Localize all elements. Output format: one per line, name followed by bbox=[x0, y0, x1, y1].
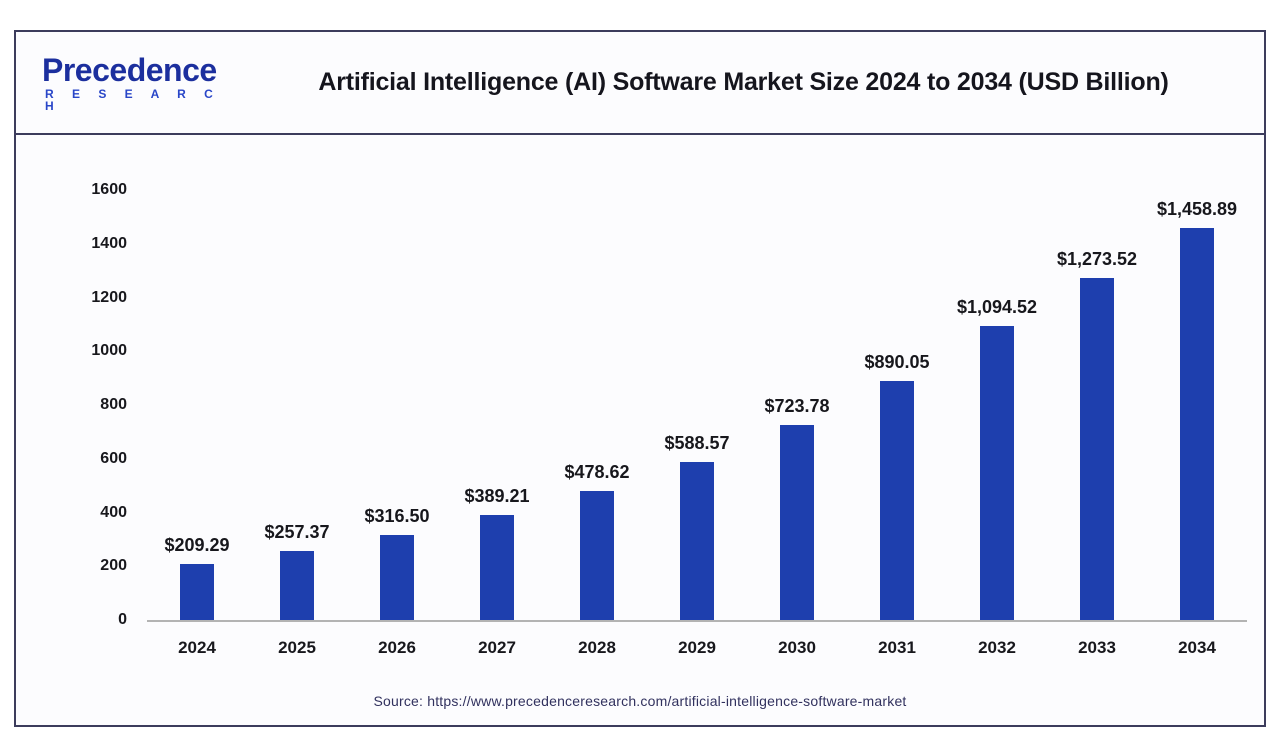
y-tick-600: 600 bbox=[100, 449, 127, 467]
x-axis: 2024 2025 2026 2027 2028 2029 2030 2031 2032 2033… bbox=[147, 638, 1247, 658]
plot-area: $209.29 $257.37 $316.50 $389.21 $478.62 $588.… bbox=[147, 190, 1247, 622]
x-tick-2024: 2024 bbox=[178, 638, 216, 657]
bar-2033 bbox=[1080, 277, 1114, 620]
bar-group-2025: $257.37 bbox=[247, 190, 347, 620]
logo-research-text: R E S E A R C H bbox=[45, 86, 221, 113]
y-tick-800: 800 bbox=[100, 396, 127, 413]
chart-title: Artificial Intelligence (AI) Software Ma… bbox=[318, 68, 1169, 96]
bar-value-label-2033: $1,273.52 bbox=[1056, 248, 1138, 269]
y-tick-1200: 1200 bbox=[91, 288, 127, 306]
x-tick-2034: 2034 bbox=[1178, 638, 1216, 657]
source-text: Source: https://www.precedenceresearch.c… bbox=[373, 693, 907, 709]
x-tick-2027: 2027 bbox=[478, 638, 516, 657]
bar-group-2024: $209.29 bbox=[147, 190, 247, 620]
chart-header: Precedence R E S E A R C H Artificial In… bbox=[16, 32, 1264, 135]
bar-2024 bbox=[180, 563, 214, 620]
bar-group-2027: $389.21 bbox=[447, 190, 547, 620]
bar-2030 bbox=[780, 425, 814, 620]
bar-group-2026: $316.50 bbox=[347, 190, 447, 620]
y-tick-400: 400 bbox=[100, 503, 127, 521]
bar-2027 bbox=[480, 515, 514, 620]
x-tick-2029: 2029 bbox=[678, 638, 716, 657]
chart-area: 0 200 400 600 800 1000 1200 1400 1600 $209.29 $25… bbox=[16, 135, 1264, 727]
bar-value-label-2034: $1,458.89 bbox=[1156, 198, 1238, 219]
x-tick-2033: 2033 bbox=[1078, 638, 1116, 657]
x-tick-2031: 2031 bbox=[878, 638, 916, 657]
x-tick-2028: 2028 bbox=[578, 638, 616, 657]
y-tick-1400: 1400 bbox=[91, 234, 127, 252]
bar-2029 bbox=[680, 461, 714, 620]
bar-value-label-2027: $389.21 bbox=[464, 486, 530, 507]
y-tick-0: 0 bbox=[118, 611, 127, 628]
bar-group-2033: $1,273.52 bbox=[1047, 190, 1147, 620]
bar-value-label-2028: $478.62 bbox=[564, 462, 630, 483]
bar-2025 bbox=[280, 550, 314, 620]
x-tick-2026: 2026 bbox=[378, 638, 416, 657]
bar-2026 bbox=[380, 534, 414, 620]
y-axis: 0 200 400 600 800 1000 1200 1400 1600 bbox=[16, 181, 127, 628]
x-tick-2032: 2032 bbox=[978, 638, 1016, 657]
bar-group-2028: $478.62 bbox=[547, 190, 647, 620]
bar-value-label-2024: $209.29 bbox=[164, 534, 230, 555]
bar-group-2031: $890.05 bbox=[847, 190, 947, 620]
bar-group-2032: $1,094.52 bbox=[947, 190, 1047, 620]
bar-value-label-2032: $1,094.52 bbox=[956, 296, 1038, 317]
y-tick-1600: 1600 bbox=[91, 181, 127, 198]
bar-group-2029: $588.57 bbox=[647, 190, 747, 620]
bar-value-label-2030: $723.78 bbox=[764, 396, 830, 417]
bar-value-label-2031: $890.05 bbox=[864, 351, 930, 372]
bar-value-label-2026: $316.50 bbox=[364, 505, 430, 526]
chart-card: Precedence R E S E A R C H Artificial In… bbox=[14, 30, 1266, 727]
precedence-logo: Precedence R E S E A R C H bbox=[42, 54, 237, 112]
bar-group-2030: $723.78 bbox=[747, 190, 847, 620]
y-tick-1000: 1000 bbox=[91, 342, 127, 360]
bar-value-label-2025: $257.37 bbox=[264, 521, 330, 542]
logo-wordmark: Precedence bbox=[42, 51, 217, 88]
y-tick-200: 200 bbox=[100, 557, 127, 575]
bar-value-label-2029: $588.57 bbox=[664, 432, 730, 453]
bar-2032 bbox=[980, 325, 1014, 620]
x-tick-2030: 2030 bbox=[778, 638, 816, 657]
bar-group-2034: $1,458.89 bbox=[1147, 190, 1247, 620]
bar-2028 bbox=[580, 491, 614, 620]
bar-2034 bbox=[1180, 227, 1214, 620]
x-tick-2025: 2025 bbox=[278, 638, 316, 657]
bar-2031 bbox=[880, 380, 914, 620]
